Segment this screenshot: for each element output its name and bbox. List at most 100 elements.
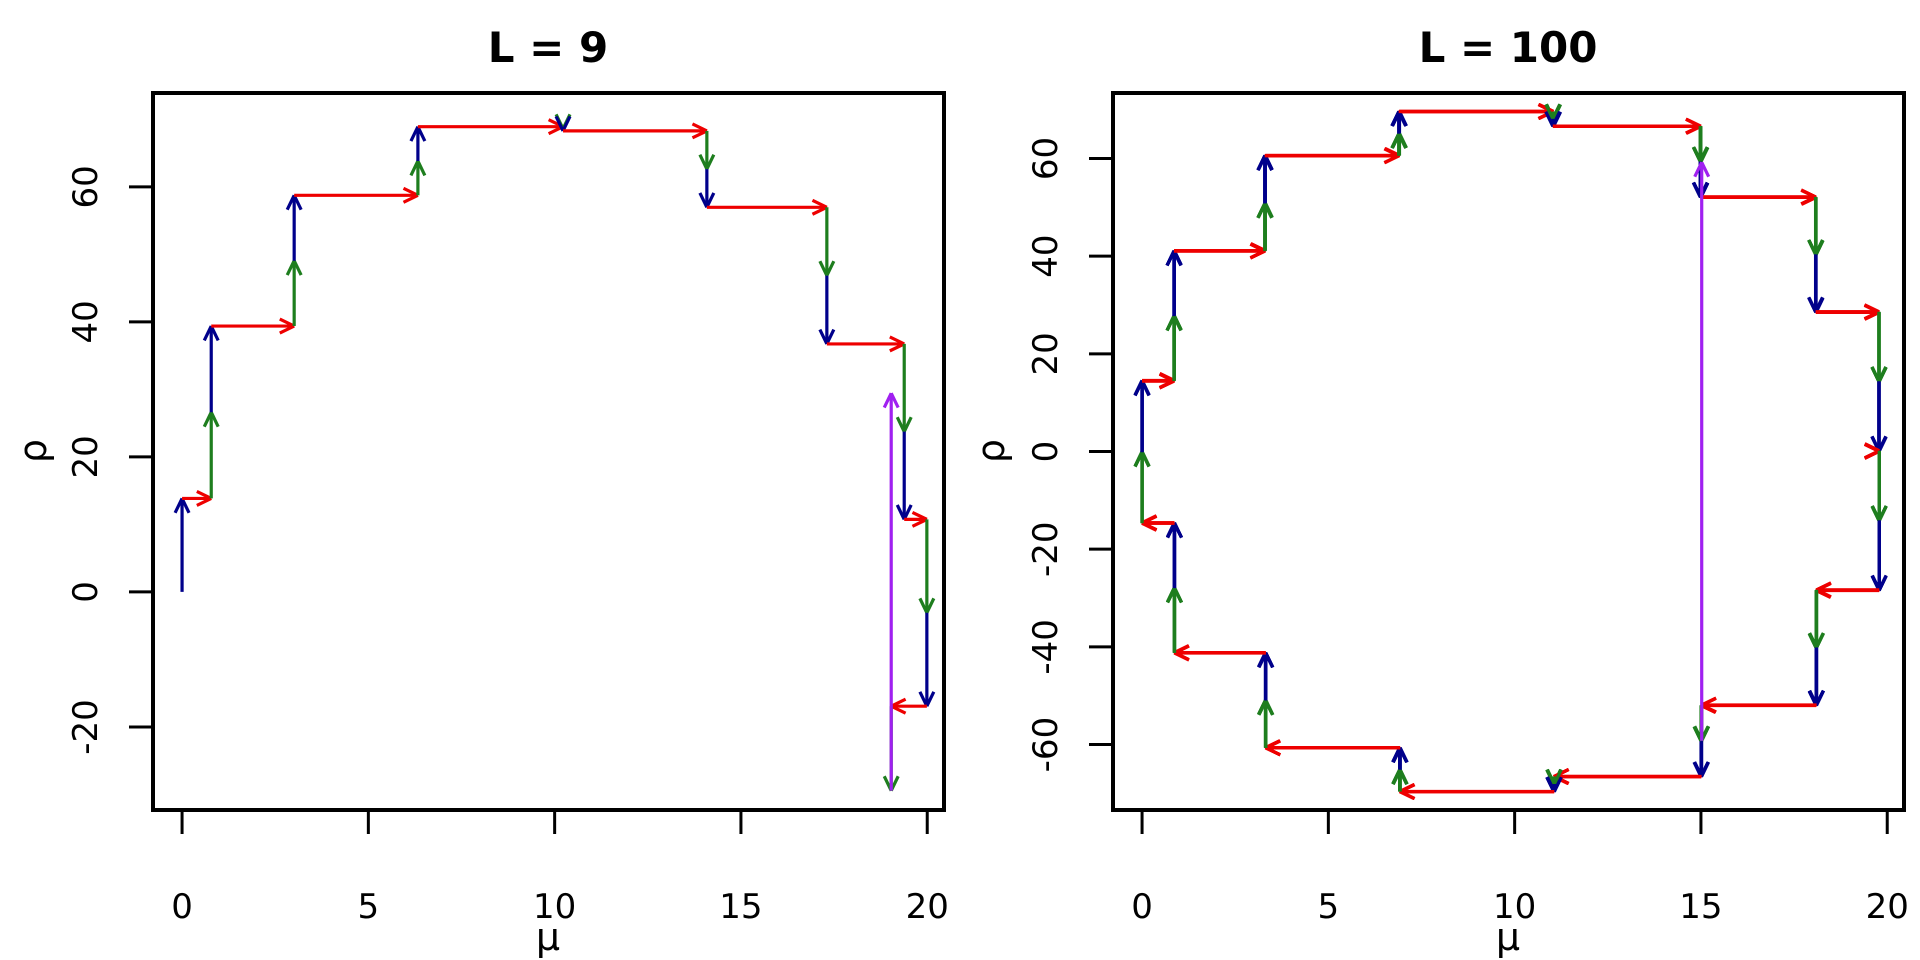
right-y-axis-label: ρ xyxy=(969,439,1013,463)
x-tick-label: 15 xyxy=(719,887,762,927)
momentum-half-step-arrow xyxy=(409,160,427,196)
momentum-half-step-arrow xyxy=(173,497,191,592)
position-step-arrow xyxy=(182,490,212,507)
position-step-arrow xyxy=(563,122,708,140)
y-tick-label: 60 xyxy=(66,165,106,208)
position-step-arrow xyxy=(706,198,828,216)
momentum-half-step-arrow xyxy=(818,207,836,277)
position-step-arrow xyxy=(1815,581,1880,599)
y-tick-label: 20 xyxy=(66,435,106,478)
momentum-half-step-arrow xyxy=(1390,110,1408,134)
y-tick-label: -40 xyxy=(1026,619,1066,675)
x-tick-label: 10 xyxy=(533,887,576,927)
momentum-half-step-arrow xyxy=(1693,740,1710,778)
momentum-half-step-arrow xyxy=(895,343,913,433)
y-tick-label: 60 xyxy=(1026,137,1066,180)
position-step-arrow xyxy=(826,335,905,353)
right-panel-title: L = 100 xyxy=(1419,23,1598,72)
position-step-arrow xyxy=(1142,372,1175,390)
x-tick-label: 20 xyxy=(906,887,949,927)
plot-box xyxy=(1111,91,1906,812)
y-tick-label: -20 xyxy=(1026,521,1066,577)
position-step-arrow xyxy=(1552,117,1701,135)
momentum-half-step-arrow xyxy=(818,275,836,345)
momentum-half-step-arrow xyxy=(1165,315,1183,382)
momentum-half-step-arrow xyxy=(1807,254,1824,313)
leapfrog-trajectory xyxy=(1133,103,1888,800)
position-step-arrow xyxy=(294,186,419,204)
position-step-arrow xyxy=(211,317,295,335)
position-step-arrow xyxy=(890,697,927,715)
momentum-half-step-arrow xyxy=(918,519,936,614)
momentum-half-step-arrow xyxy=(895,431,913,521)
right-x-axis-label: μ xyxy=(1496,915,1520,959)
momentum-half-step-arrow xyxy=(1870,520,1888,591)
momentum-half-step-arrow xyxy=(285,259,303,327)
x-tick-label: 15 xyxy=(1679,887,1722,927)
position-step-arrow xyxy=(1700,188,1817,206)
left-y-axis-label: ρ xyxy=(11,439,55,463)
momentum-half-step-arrow xyxy=(1545,768,1563,785)
momentum-half-step-arrow xyxy=(1166,587,1183,654)
momentum-half-step-arrow xyxy=(1544,103,1562,120)
y-tick-label: 40 xyxy=(1026,234,1066,277)
momentum-half-step-arrow xyxy=(1257,699,1275,748)
position-step-arrow xyxy=(904,510,928,528)
momentum-half-step-arrow xyxy=(698,169,716,208)
momentum-flip-arrow xyxy=(1693,161,1711,741)
position-step-arrow xyxy=(417,118,564,136)
x-tick-label: 20 xyxy=(1866,887,1909,927)
momentum-half-step-arrow xyxy=(1807,196,1824,256)
position-step-arrow xyxy=(1264,147,1400,165)
y-tick-label: -20 xyxy=(66,699,106,755)
momentum-half-step-arrow xyxy=(202,325,220,413)
momentum-half-step-arrow xyxy=(1870,381,1888,452)
momentum-half-step-arrow xyxy=(1391,747,1409,770)
y-tick-label: 0 xyxy=(66,581,106,603)
momentum-half-step-arrow xyxy=(1257,652,1275,701)
momentum-half-step-arrow xyxy=(698,130,716,170)
y-tick-label: -60 xyxy=(1026,717,1066,773)
momentum-half-step-arrow xyxy=(1870,450,1888,521)
momentum-half-step-arrow xyxy=(1391,769,1409,792)
momentum-half-step-arrow xyxy=(202,411,220,499)
position-step-arrow xyxy=(1398,103,1554,120)
momentum-half-step-arrow xyxy=(1165,250,1183,317)
y-tick-label: 40 xyxy=(66,300,106,343)
plot-box xyxy=(151,91,946,812)
momentum-half-step-arrow xyxy=(285,194,303,261)
position-step-arrow xyxy=(1399,783,1555,800)
momentum-half-step-arrow xyxy=(1256,155,1274,204)
position-step-arrow xyxy=(1553,768,1702,785)
momentum-half-step-arrow xyxy=(1133,380,1151,453)
momentum-half-step-arrow xyxy=(1390,132,1408,156)
position-step-arrow xyxy=(1701,696,1817,714)
x-tick-label: 0 xyxy=(171,887,193,927)
y-tick-label: 0 xyxy=(1026,441,1066,463)
y-tick-label: 20 xyxy=(1026,332,1066,375)
position-step-arrow xyxy=(1265,739,1401,757)
leapfrog-trajectory xyxy=(173,113,936,792)
position-step-arrow xyxy=(1141,514,1175,532)
x-tick-label: 10 xyxy=(1493,887,1536,927)
x-tick-label: 0 xyxy=(1131,887,1153,927)
position-step-arrow xyxy=(1173,242,1266,260)
momentum-half-step-arrow xyxy=(1870,311,1888,382)
position-step-arrow xyxy=(1173,644,1266,662)
x-tick-label: 5 xyxy=(1318,887,1340,927)
momentum-half-step-arrow xyxy=(1691,126,1709,163)
left-panel-title: L = 9 xyxy=(488,23,608,72)
momentum-half-step-arrow xyxy=(1133,451,1151,524)
left-plot-area: 0 5 10 15 20 -20 0 20 40 60 xyxy=(66,91,949,927)
momentum-half-step-arrow xyxy=(1808,589,1825,649)
momentum-half-step-arrow xyxy=(1166,522,1183,589)
right-plot-area: 0 5 10 15 20 -60 -40 -20 0 20 40 60 xyxy=(1026,91,1909,927)
position-step-arrow xyxy=(1815,303,1880,321)
momentum-flip-arrow xyxy=(882,392,900,791)
momentum-half-step-arrow xyxy=(409,125,427,162)
momentum-half-step-arrow xyxy=(918,612,936,707)
left-x-axis-label: μ xyxy=(536,915,560,959)
momentum-half-step-arrow xyxy=(1256,202,1274,252)
